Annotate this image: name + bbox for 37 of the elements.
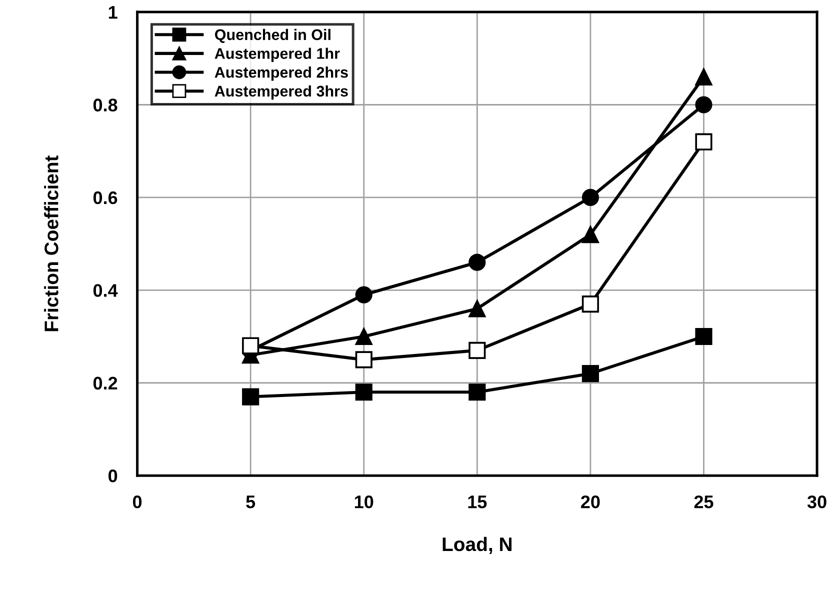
point [242, 337, 260, 354]
point [582, 365, 599, 382]
x-tick-label: 10 [354, 496, 374, 508]
point [582, 188, 599, 206]
x-axis-title: Load, N [442, 536, 512, 554]
point [468, 342, 486, 359]
legend-label: Austempered 3hrs [214, 85, 348, 100]
y-tick-label: 0.2 [93, 376, 118, 390]
point [695, 96, 712, 114]
x-tick-label: 20 [581, 496, 600, 508]
point [242, 388, 260, 406]
point [468, 384, 486, 401]
point [468, 254, 486, 271]
point [695, 68, 712, 86]
point [355, 384, 372, 401]
point [582, 296, 599, 313]
y-tick-label: 1 [108, 6, 118, 19]
point [468, 300, 486, 318]
point [355, 351, 372, 368]
x-tick-label: 25 [694, 496, 714, 508]
legend-label: Quenched in Oil [214, 28, 330, 43]
y-tick-label: 0.4 [93, 284, 118, 297]
x-tick-label: 30 [807, 496, 826, 508]
y-tick-label: 0 [108, 470, 118, 482]
legend-label: Austempered 1hr [214, 48, 340, 62]
x-tick-label: 0 [132, 496, 142, 508]
point [355, 328, 372, 346]
x-tick-label: 15 [468, 496, 487, 508]
legend-label: Austempered 2hrs [214, 66, 348, 81]
y-tick-label: 0.6 [93, 191, 118, 204]
x-tick-label: 5 [246, 496, 256, 508]
point [695, 328, 712, 346]
point [582, 226, 599, 244]
y-axis-title: Friction Coefficient [44, 155, 58, 332]
y-tick-label: 0.8 [93, 98, 118, 112]
point [695, 133, 712, 150]
point [355, 286, 372, 304]
